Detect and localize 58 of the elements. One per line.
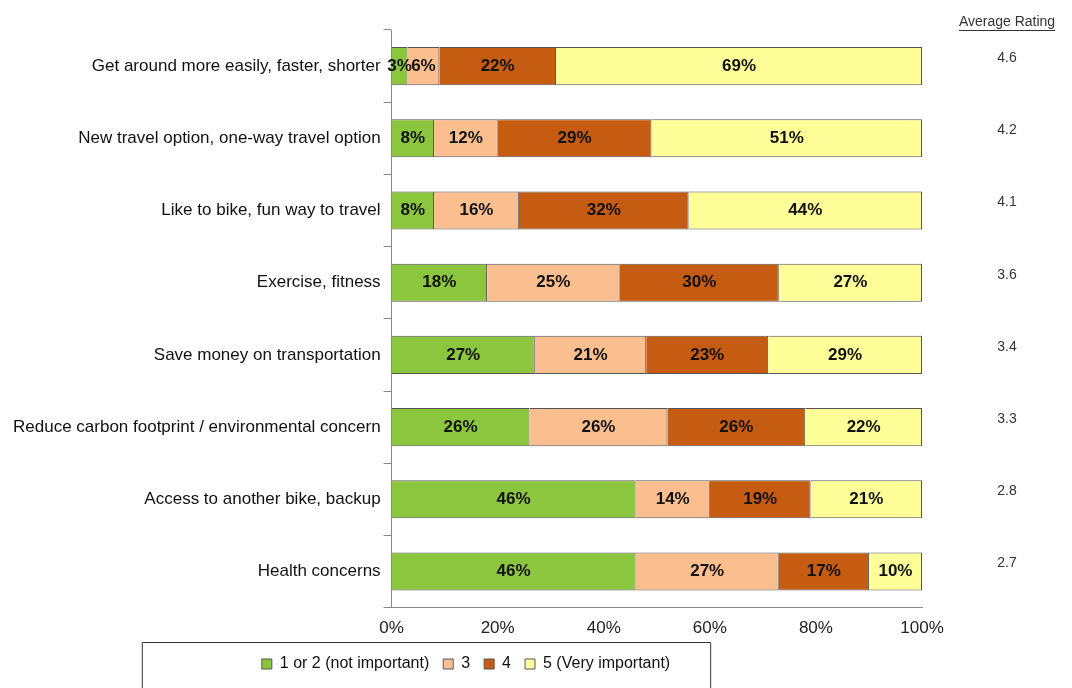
y-tick-label: Exercise, fitness xyxy=(256,272,381,292)
data-label: 29% xyxy=(828,344,863,364)
y-tick-label: Access to another bike, backup xyxy=(144,488,381,508)
data-label: 44% xyxy=(788,200,823,220)
x-tick-label: 40% xyxy=(586,618,621,638)
data-label: 14% xyxy=(655,488,690,508)
y-tick-label: Health concerns xyxy=(257,561,381,581)
data-label: 18% xyxy=(422,272,457,292)
x-tick-label: 100% xyxy=(900,618,944,638)
legend-label: 3 xyxy=(461,654,471,672)
data-label: 19% xyxy=(743,488,778,508)
x-tick-label: 60% xyxy=(692,618,727,638)
data-label: 8% xyxy=(400,127,426,147)
y-tick-label: Get around more easily, faster, shorter xyxy=(91,55,381,75)
legend-label: 1 or 2 (not important) xyxy=(279,654,430,672)
x-tick-label: 20% xyxy=(480,618,515,638)
data-label: 27% xyxy=(446,344,481,364)
y-tick-label: Reduce carbon footprint / environmental concern xyxy=(12,416,381,436)
text: 4.6 xyxy=(997,48,1017,65)
data-label: 17% xyxy=(806,561,841,581)
data-label: 22% xyxy=(846,416,881,436)
data-label: 69% xyxy=(722,55,757,75)
data-label: 29% xyxy=(557,127,592,147)
data-label: 8% xyxy=(400,200,426,220)
data-label: 6% xyxy=(411,55,436,75)
data-label: 21% xyxy=(573,344,608,364)
text: Average Rating xyxy=(958,12,1056,29)
text: 3.3 xyxy=(997,409,1017,426)
text: 4.1 xyxy=(997,193,1017,210)
data-label: 30% xyxy=(682,272,717,292)
data-label: 46% xyxy=(496,561,531,581)
legend-label: 4 xyxy=(502,654,512,672)
data-label: 26% xyxy=(581,416,616,436)
x-tick-label: 0% xyxy=(379,618,404,638)
data-label: 51% xyxy=(769,127,804,147)
text: 4.2 xyxy=(997,121,1017,138)
text: 3.6 xyxy=(997,265,1017,282)
y-tick-label: Save money on transportation xyxy=(153,344,381,364)
data-label: 12% xyxy=(448,127,483,147)
data-label: 16% xyxy=(459,200,494,220)
data-label: 32% xyxy=(586,200,621,220)
data-label: 25% xyxy=(536,272,571,292)
text: 3.4 xyxy=(997,337,1017,354)
text: 2.8 xyxy=(997,482,1017,499)
data-label: 26% xyxy=(719,416,754,436)
data-label: 46% xyxy=(496,488,531,508)
data-label: 22% xyxy=(480,55,515,75)
y-tick-label: Like to bike, fun way to travel xyxy=(161,200,381,220)
data-label: 21% xyxy=(849,488,884,508)
data-label: 27% xyxy=(690,561,725,581)
data-label: 10% xyxy=(878,561,913,581)
text: 2.7 xyxy=(997,554,1017,571)
y-tick-label: New travel option, one-way travel option xyxy=(78,127,381,147)
legend-label: 5 (Very important) xyxy=(543,654,671,672)
data-label: 23% xyxy=(690,344,725,364)
x-tick-label: 80% xyxy=(798,618,833,638)
data-label: 26% xyxy=(443,416,478,436)
data-label: 27% xyxy=(833,272,868,292)
